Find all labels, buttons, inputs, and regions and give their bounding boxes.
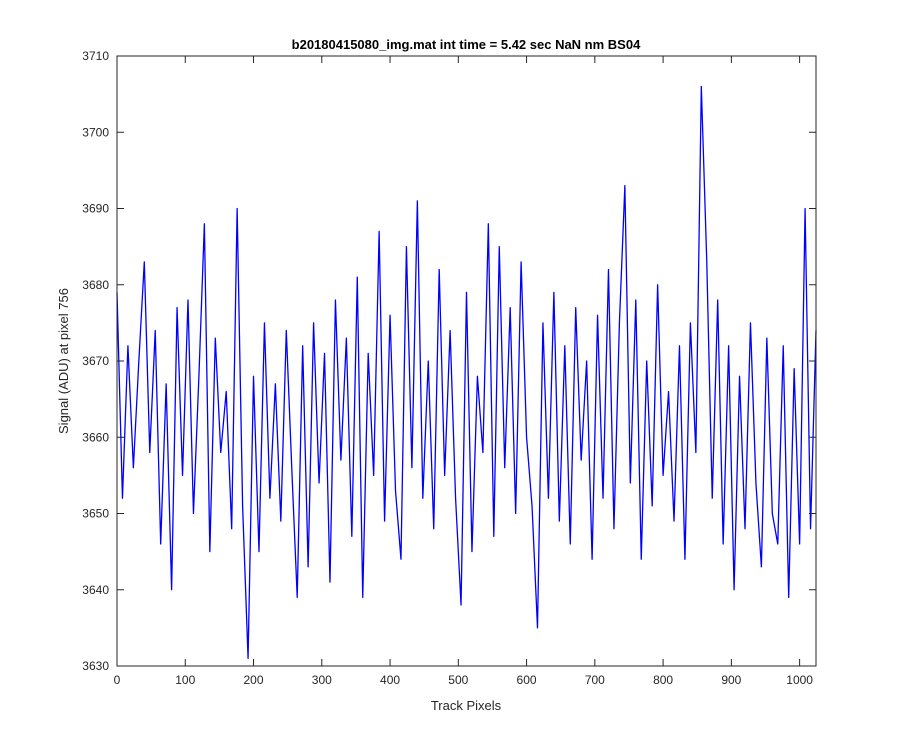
- x-tick-label: 700: [585, 673, 605, 687]
- y-tick-label: 3650: [82, 507, 109, 521]
- y-tick-label: 3660: [82, 430, 109, 444]
- series-line: [116, 85, 817, 660]
- y-tick-label: 3630: [82, 659, 109, 673]
- x-tick-label: 600: [517, 673, 537, 687]
- x-tick-label: 300: [312, 673, 332, 687]
- y-tick-label: 3710: [82, 49, 109, 63]
- y-tick-label: 3680: [82, 278, 109, 292]
- y-axis-label: Signal (ADU) at pixel 756: [56, 288, 71, 434]
- x-tick-label: 400: [380, 673, 400, 687]
- x-tick-label: 0: [114, 673, 121, 687]
- y-tick-label: 3670: [82, 354, 109, 368]
- plot-area: [117, 56, 816, 666]
- axis-ticks: 0 100 200 300 400 500 600 700 800 900 1000 3630 3640…: [82, 49, 816, 687]
- y-tick-label: 3690: [82, 202, 109, 216]
- x-tick-label: 200: [244, 673, 264, 687]
- x-tick-label: 800: [653, 673, 673, 687]
- plot-content: [116, 85, 817, 660]
- x-tick-label: 1000: [786, 673, 813, 687]
- x-tick-label: 500: [448, 673, 468, 687]
- x-axis-label: Track Pixels: [431, 698, 502, 713]
- x-tick-label: 100: [175, 673, 195, 687]
- y-tick-label: 3640: [82, 583, 109, 597]
- y-tick-label: 3700: [82, 125, 109, 139]
- chart-title: b20180415080_img.mat int time = 5.42 sec…: [292, 37, 641, 52]
- x-tick-label: 900: [721, 673, 741, 687]
